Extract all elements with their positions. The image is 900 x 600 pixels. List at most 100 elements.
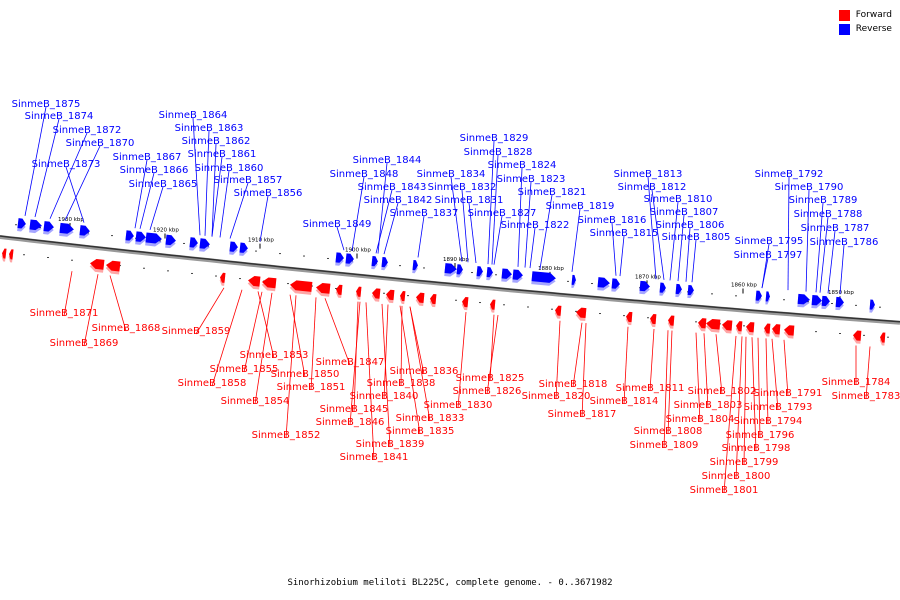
- gene-arrow-shadow: [489, 302, 496, 313]
- reverse-gene-arrow: [43, 221, 54, 232]
- leader-line: [399, 305, 421, 435]
- gene-label: SinmeB_1827: [468, 208, 537, 219]
- reverse-gene-arrow: [811, 295, 822, 306]
- gene-arrow-shadow: [335, 255, 344, 266]
- reverse-gene-arrow: [59, 222, 74, 234]
- gene-arrow-shadow: [811, 298, 822, 309]
- leader-line: [865, 346, 871, 400]
- gene-arrow-shadow: [59, 225, 74, 237]
- reverse-gene-arrow: [611, 278, 620, 289]
- reverse-gene-arrow: [797, 293, 810, 305]
- gene-arrow-shadow: [639, 283, 650, 295]
- leader-line: [254, 292, 273, 405]
- reverse-gene-arrow: [165, 234, 176, 246]
- gene-label: SinmeB_1829: [460, 133, 529, 144]
- leader-line: [757, 337, 761, 439]
- legend-item-forward: Forward: [838, 8, 892, 22]
- gene-label: SinmeB_1867: [113, 152, 182, 163]
- gene-label: SinmeB_1825: [456, 373, 525, 384]
- gene-label: SinmeB_1819: [546, 201, 615, 212]
- legend: Forward Reverse: [838, 8, 892, 36]
- gene-label: SinmeB_1791: [754, 388, 823, 399]
- gene-label: SinmeB_1824: [488, 160, 557, 171]
- leader-line: [289, 294, 306, 378]
- gene-arrow-shadow: [371, 258, 378, 270]
- gene-arrow-shadow: [697, 321, 707, 332]
- leader-line: [134, 159, 148, 229]
- forward-gene-arrow: [262, 277, 277, 289]
- gene-arrow-shadow: [412, 262, 418, 274]
- reverse-gene-arrow: [687, 284, 694, 296]
- gene-arrow-shadow: [763, 326, 771, 337]
- leader-line: [211, 156, 223, 237]
- leader-line: [647, 176, 657, 280]
- legend-forward-label: Forward: [855, 10, 892, 20]
- gene-label: SinmeB_1801: [690, 485, 759, 496]
- leader-line: [677, 214, 685, 282]
- gene-label: SinmeB_1826: [453, 386, 522, 397]
- reverse-gene-arrow: [476, 266, 483, 277]
- leader-line: [524, 181, 532, 268]
- gene-label: SinmeB_1860: [195, 163, 264, 174]
- gene-arrow-shadow: [687, 287, 694, 299]
- gene-arrow-shadow: [721, 323, 733, 334]
- gene-arrow-shadow: [429, 296, 437, 308]
- gene-arrow-shadow: [289, 283, 313, 295]
- gene-label: SinmeB_1853: [240, 350, 309, 361]
- gene-label: SinmeB_1846: [316, 417, 385, 428]
- leader-line: [539, 194, 553, 269]
- gene-label: SinmeB_1864: [159, 110, 228, 121]
- gene-arrow-shadow: [1, 251, 7, 262]
- gene-arrow-shadow: [512, 272, 523, 283]
- reverse-gene-arrow: [79, 225, 90, 236]
- forward-gene-arrow: [90, 258, 105, 270]
- gene-label: SinmeB_1872: [53, 125, 122, 136]
- leader-line: [310, 297, 317, 391]
- reverse-gene-arrow: [755, 290, 762, 301]
- gene-label: SinmeB_1857: [214, 175, 283, 186]
- leader-line: [285, 295, 297, 439]
- leader-line: [517, 167, 523, 267]
- reverse-gene-arrow: [189, 237, 198, 248]
- gene-label: SinmeB_1830: [424, 400, 493, 411]
- forward-gene-arrow: [220, 272, 226, 283]
- gene-arrow-shadow: [89, 261, 105, 273]
- reverse-gene-arrow: [456, 264, 463, 275]
- leader-line: [383, 304, 389, 400]
- gene-label: SinmeB_1788: [794, 209, 863, 220]
- leader-line: [211, 143, 217, 237]
- gene-label: SinmeB_1862: [182, 136, 251, 147]
- gene-arrow-shadow: [879, 335, 886, 346]
- forward-gene-arrow: [626, 311, 633, 323]
- reverse-gene-arrow: [17, 218, 26, 229]
- forward-gene-arrow: [746, 322, 755, 333]
- gene-arrow-shadow: [261, 280, 277, 292]
- leader-line: [375, 189, 393, 254]
- gene-arrow-shadow: [611, 281, 620, 292]
- forward-gene-arrow: [416, 292, 425, 304]
- gene-arrow-shadow: [105, 263, 121, 275]
- forward-gene-arrow: [880, 332, 886, 343]
- gene-label: SinmeB_1844: [353, 155, 422, 166]
- reverse-gene-arrow: [835, 296, 844, 308]
- kbp-label: 1880 kbp: [538, 266, 564, 272]
- leader-line: [743, 336, 747, 466]
- reverse-gene-arrow: [29, 219, 42, 231]
- reverse-gene-arrow: [239, 242, 248, 253]
- reverse-gene-arrow: [639, 280, 650, 292]
- leader-line: [765, 338, 769, 425]
- leader-line: [695, 332, 701, 423]
- gene-label: SinmeB_1863: [175, 123, 244, 134]
- forward-gene-arrow: [372, 288, 381, 299]
- forward-gene-arrow: [386, 289, 395, 301]
- leader-line: [771, 338, 779, 411]
- gene-label: SinmeB_1783: [832, 391, 900, 402]
- leader-line: [409, 306, 431, 422]
- gene-label: SinmeB_1815: [590, 228, 659, 239]
- gene-label: SinmeB_1808: [634, 426, 703, 437]
- gene-arrow-shadow: [771, 327, 781, 338]
- leader-line: [649, 329, 655, 392]
- forward-swatch: [838, 9, 850, 21]
- leader-line: [34, 118, 60, 218]
- leader-line: [819, 216, 829, 293]
